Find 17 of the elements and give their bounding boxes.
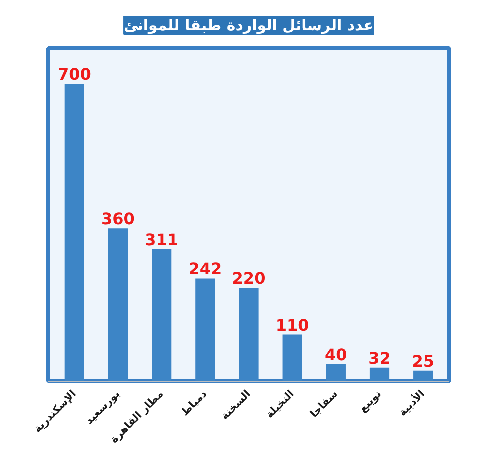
data-label: 40 <box>325 346 348 365</box>
x-tick-label: الأدبية <box>396 388 428 419</box>
chart-title: عدد الرسائل الواردة طبقا للموانئ <box>124 16 374 34</box>
x-tick-label: دمياط <box>179 388 210 419</box>
data-label: 311 <box>145 230 179 250</box>
data-label: 700 <box>58 65 92 84</box>
data-label: 242 <box>188 260 222 279</box>
data-label: 110 <box>276 316 310 335</box>
data-label: 32 <box>368 348 391 368</box>
x-tick-label: نويبع <box>357 388 384 416</box>
data-label: 220 <box>232 269 266 288</box>
x-tick-label: السخنة <box>218 388 254 423</box>
x-tick-label: النخيلة <box>264 388 297 422</box>
x-tick-label: الإسكندرية <box>32 388 79 436</box>
data-label: 25 <box>412 352 434 371</box>
data-label: 360 <box>102 210 135 229</box>
x-tick-label: سفاجا <box>308 388 340 420</box>
